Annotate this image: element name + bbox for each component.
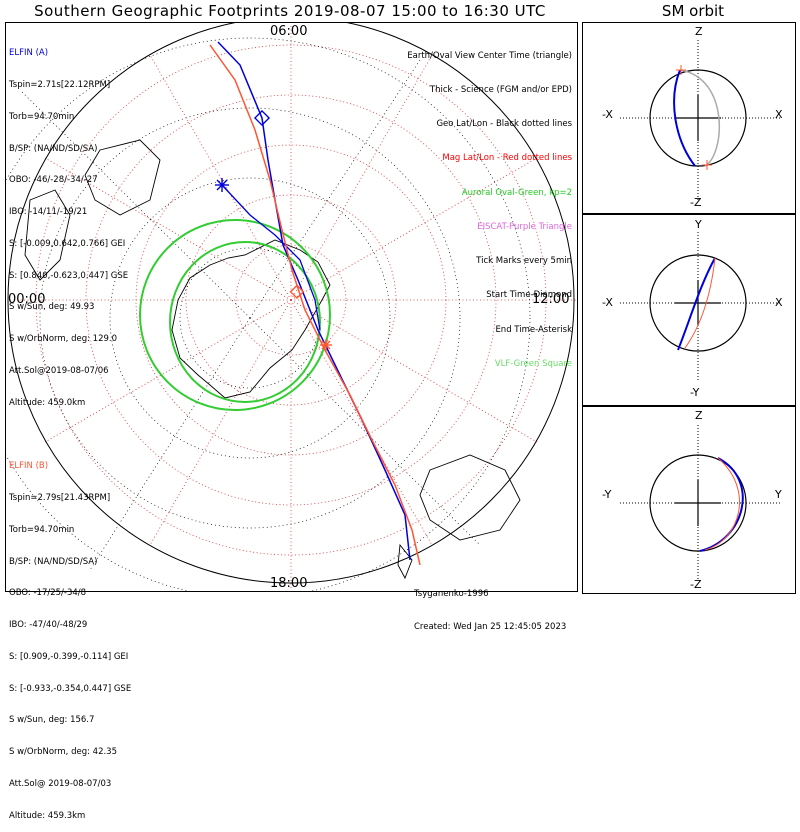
sm-axis-label: -Y — [690, 386, 700, 399]
elfin-b-orbit — [684, 257, 716, 349]
sm-orbit-plots — [620, 40, 780, 580]
page-title: Southern Geographic Footprints 2019-08-0… — [34, 2, 546, 20]
mlt-label-left: 00:00 — [8, 292, 46, 307]
sm-axis-label: X — [775, 296, 783, 309]
elfin-a-line: S w/OrbNorm, deg: 129.0 — [9, 334, 118, 345]
coastlines — [24, 139, 521, 580]
australia-coast — [419, 454, 521, 541]
elfin-a-line: Altitude: 459.0km — [9, 397, 86, 408]
elfin-a-line: OBO: -46/-28/-34/-27 — [9, 175, 98, 186]
elfin-b-name: ELFIN (B) — [9, 461, 49, 472]
mag-grid-circle — [85, 94, 497, 506]
africa-coast — [24, 189, 71, 281]
elfin-b-line: S: [-0.933,-0.354,0.447] GSE — [9, 683, 132, 694]
legend-item: Thick - Science (FGM and/or EPD) — [429, 85, 572, 96]
legend-item: Mag Lat/Lon - Red dotted lines — [442, 153, 572, 164]
elfin-a-orbit — [677, 257, 716, 351]
elfin-a-start-diamond — [253, 109, 271, 127]
elfin-a-end-asterisk — [215, 178, 229, 192]
sm-axis-label: -Z — [690, 578, 702, 591]
elfin-a-marker — [676, 65, 686, 75]
sm-panel-xz — [582, 22, 796, 214]
elfin-a-line: Tspin=2.71s[22.12RPM] — [9, 79, 111, 90]
geo-grid-circle — [6, 37, 531, 591]
elfin-b-orbit — [704, 457, 740, 551]
south-america-coast — [84, 139, 161, 216]
sm-panel-yz — [582, 406, 796, 594]
mag-grid — [8, 25, 576, 590]
sm-plot-yz — [620, 425, 780, 580]
elfin-a-marker — [702, 160, 712, 170]
sm-axis-label: -X — [602, 108, 613, 121]
elfin-a-line: Torb=94.70min — [9, 111, 75, 122]
elfin-b-end-asterisk — [320, 339, 332, 351]
legend-item: VLF-Green Square — [494, 358, 572, 369]
elfin-b-line: S: [0.909,-0.399,-0.114] GEI — [9, 651, 129, 662]
globe-outline — [7, 23, 575, 584]
legend-item: Earth/Oval View Center Time (triangle) — [407, 50, 572, 61]
sm-axis-label: X — [775, 108, 783, 121]
elfin-b-track — [209, 44, 421, 566]
elfin-a-line: IBO: -14/11/-19/21 — [9, 207, 88, 218]
elfin-a-line: S: [0.840,-0.623,0.447] GSE — [9, 270, 129, 281]
mag-grid-circle — [35, 44, 547, 556]
new-zealand-coast — [397, 543, 413, 580]
sm-axis-label: Y — [775, 488, 782, 501]
geo-grid-meridian — [89, 317, 251, 571]
elfin-a-info: ELFIN (A) Tspin=2.71s[22.12RPM] Torb=94.… — [9, 27, 128, 419]
mag-grid-circle — [235, 244, 347, 356]
legend-item: Geo Lat/Lon - Black dotted lines — [436, 119, 572, 130]
created-timestamp: Created: Wed Jan 25 12:45:05 2023 — [414, 622, 567, 632]
elfin-b-line: Altitude: 459.3km — [9, 810, 86, 821]
antarctica-coast — [171, 239, 331, 399]
legend-item: EISCAT-Purple Triangle — [477, 221, 572, 232]
elfin-a-orbit — [699, 457, 744, 552]
legend-item: Start Time-Diamond — [486, 290, 572, 301]
sm-axis-label: -Z — [690, 196, 702, 209]
legend-item: End Time-Asterisk — [495, 324, 572, 335]
elfin-a-line: S w/Sun, deg: 49.93 — [9, 302, 95, 313]
footprint-map — [6, 23, 576, 591]
geo-grid-circle — [39, 107, 461, 529]
model-credit: Tsyganenko-1996 — [414, 589, 489, 599]
elfin-b-line: Tspin=2.79s[21.43RPM] — [9, 492, 111, 503]
elfin-a-track — [217, 41, 411, 561]
elfin-b-line: S w/OrbNorm, deg: 42.35 — [9, 747, 118, 758]
sm-axis-label: -X — [602, 296, 613, 309]
elfin-a-line: B/SP: (NA/ND/SD/SA) — [9, 143, 98, 154]
mlt-label-bottom: 18:00 — [270, 576, 308, 591]
elfin-a-track-tail — [221, 184, 321, 331]
elfin-b-line: Att.Sol@ 2019-08-07/03 — [9, 779, 112, 789]
sm-axis-label: Y — [695, 218, 702, 231]
auroral-oval-outer — [139, 219, 331, 411]
mlt-label-right: 12:00 — [532, 292, 570, 307]
geo-grid-circle — [109, 177, 391, 459]
sm-axis-label: -Y — [602, 488, 612, 501]
elfin-a-name: ELFIN (A) — [9, 48, 49, 59]
auroral-oval — [139, 219, 331, 411]
elfin-a-line: Att.Sol@2019-08-07/06 — [9, 366, 109, 376]
elfin-b-line: OBO: -17/25/-34/8 — [9, 588, 87, 599]
auroral-oval-inner — [169, 241, 321, 403]
legend: Earth/Oval View Center Time (triangle) T… — [407, 28, 572, 382]
footprint-map-frame — [5, 22, 578, 592]
sm-axis-label: Z — [695, 409, 703, 422]
legend-item: Auroral Oval-Green, kp=2 — [461, 187, 572, 198]
sm-panel-xy — [582, 214, 796, 406]
elfin-b-line: Torb=94.70min — [9, 524, 75, 535]
elfin-b-line: S w/Sun, deg: 156.7 — [9, 715, 95, 726]
sm-orbit-title: SM orbit — [661, 2, 725, 20]
elfin-b-line: IBO: -47/40/-48/29 — [9, 620, 88, 631]
elfin-a-line: S: [-0.009,0.642,0.766] GEI — [9, 238, 126, 249]
mlt-label-top: 06:00 — [270, 24, 308, 39]
sm-plot-xy — [620, 232, 780, 382]
elfin-a-orbit — [673, 69, 696, 167]
elfin-b-start-diamond — [289, 284, 305, 300]
elfin-b-orbit — [679, 69, 720, 167]
elfin-b-line: B/SP: (NA/ND/SD/SA) — [9, 556, 98, 567]
sm-plot-xz — [620, 40, 780, 200]
legend-item: Tick Marks every 5min — [476, 256, 572, 267]
sm-axis-label: Z — [695, 25, 703, 38]
